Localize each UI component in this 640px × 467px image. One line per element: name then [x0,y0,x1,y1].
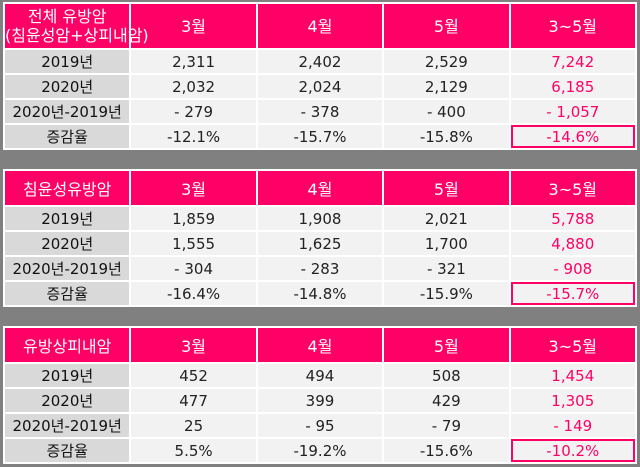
total-cell: - 908 [508,255,638,282]
value-cell: 2,024 [255,73,385,100]
column-header: 5월 [382,326,511,364]
value-cell: -14.8% [255,280,385,307]
column-header: 3월 [129,2,258,50]
table-row: 2020년-2019년 - 304- 283- 321- 908 [2,255,638,282]
row-label: 증감율 [2,280,132,307]
row-label: 증감율 [2,437,132,464]
column-header: 5월 [382,169,511,207]
value-cell: 2,311 [129,48,258,75]
row-label: 2019년 [2,48,132,75]
column-header: 3월 [129,169,258,207]
value-cell: 1,700 [382,230,511,257]
column-header: 3월 [129,326,258,364]
column-header: 3~5월 [508,2,638,50]
column-header: 3~5월 [508,169,638,207]
total-cell: - 149 [508,412,638,439]
table-row: 2020년 2,032 2,024 2,129 6,185 [2,73,638,100]
table-title: 전체 유방암 (침윤성암+상피내암) [2,2,149,50]
table-row: 2020년-2019년 25- 95- 79- 149 [2,412,638,439]
total-cell: 4,880 [508,230,638,257]
row-label: 2020년 [2,387,132,414]
total-cell: 1,305 [508,387,638,414]
value-cell: - 95 [255,412,385,439]
table-row: 2019년 1,859 1,908 2,021 5,788 [2,205,638,232]
table-row: 2019년 452 494 508 1,454 [2,362,638,389]
table-row: 2020년 477 399 429 1,305 [2,387,638,414]
table-row: 2020년-2019년 - 279- 378- 400- 1,057 [2,98,638,125]
column-header: 4월 [255,326,385,364]
column-header: 4월 [255,169,385,207]
total-cell: 7,242 [508,48,638,75]
row-label: 2020년-2019년 [2,412,132,439]
row-label: 2020년 [2,230,132,257]
value-cell: - 400 [382,98,511,125]
value-cell: - 321 [382,255,511,282]
value-cell: - 304 [129,255,258,282]
value-cell: 2,129 [382,73,511,100]
value-cell: -15.7% [255,123,385,150]
data-table-0: 전체 유방암 (침윤성암+상피내암) 3월 4월 5월 3~5월 2019년 2,311 2,4… [2,2,638,150]
row-label: 2020년 [2,73,132,100]
value-cell: 2,529 [382,48,511,75]
value-cell: -15.6% [382,437,511,464]
table-title-line: 전체 유방암 [27,7,107,26]
total-cell: 5,788 [508,205,638,232]
total-cell: 6,185 [508,73,638,100]
table-row: 증감율 5.5% -19.2% -15.6% -10.2% [2,437,638,464]
row-label: 2019년 [2,205,132,232]
value-cell: 2,021 [382,205,511,232]
value-cell: 25 [129,412,258,439]
value-cell: -19.2% [255,437,385,464]
value-cell: - 79 [382,412,511,439]
row-label: 증감율 [2,123,132,150]
value-cell: 429 [382,387,511,414]
value-cell: - 283 [255,255,385,282]
table-row: 증감율 -16.4% -14.8% -15.9% -15.7% [2,280,638,307]
value-cell: -15.8% [382,123,511,150]
value-cell: -12.1% [129,123,258,150]
table-title: 침윤성유방암 [2,169,132,207]
value-cell: 452 [129,362,258,389]
data-table-1: 침윤성유방암 3월 4월 5월 3~5월 2019년 1,859 1,908 2,021 5,78… [2,169,638,307]
value-cell: 2,032 [129,73,258,100]
value-cell: 399 [255,387,385,414]
value-cell: 508 [382,362,511,389]
value-cell: - 378 [255,98,385,125]
data-table-2: 유방상피내암 3월 4월 5월 3~5월 2019년 452 494 508 1,454 2020년… [2,326,638,464]
total-cell: 1,454 [508,362,638,389]
header-row: 유방상피내암 3월 4월 5월 3~5월 [2,326,638,364]
value-cell: 1,555 [129,230,258,257]
total-cell: -14.6% [508,123,638,150]
column-header: 3~5월 [508,326,638,364]
value-cell: 477 [129,387,258,414]
total-cell: -10.2% [508,437,638,464]
value-cell: - 279 [129,98,258,125]
value-cell: 1,859 [129,205,258,232]
row-label: 2020년-2019년 [2,255,132,282]
value-cell: 494 [255,362,385,389]
column-header: 5월 [382,2,511,50]
value-cell: 2,402 [255,48,385,75]
total-cell: -15.7% [508,280,638,307]
table-title-line: 침윤성유방암 [23,180,112,199]
row-label: 2019년 [2,362,132,389]
table-row: 증감율 -12.1% -15.7% -15.8% -14.6% [2,123,638,150]
table-title: 유방상피내암 [2,326,132,364]
header-row: 침윤성유방암 3월 4월 5월 3~5월 [2,169,638,207]
value-cell: 5.5% [129,437,258,464]
header-row: 전체 유방암 (침윤성암+상피내암) 3월 4월 5월 3~5월 [2,2,638,50]
table-row: 2019년 2,311 2,402 2,529 7,242 [2,48,638,75]
value-cell: 1,625 [255,230,385,257]
total-cell: - 1,057 [508,98,638,125]
table-title-line: (침윤성암+상피내암) [5,26,149,45]
value-cell: -16.4% [129,280,258,307]
table-row: 2020년 1,555 1,625 1,700 4,880 [2,230,638,257]
table-title-line: 유방상피내암 [23,337,112,356]
value-cell: 1,908 [255,205,385,232]
row-label: 2020년-2019년 [2,98,132,125]
column-header: 4월 [255,2,385,50]
value-cell: -15.9% [382,280,511,307]
